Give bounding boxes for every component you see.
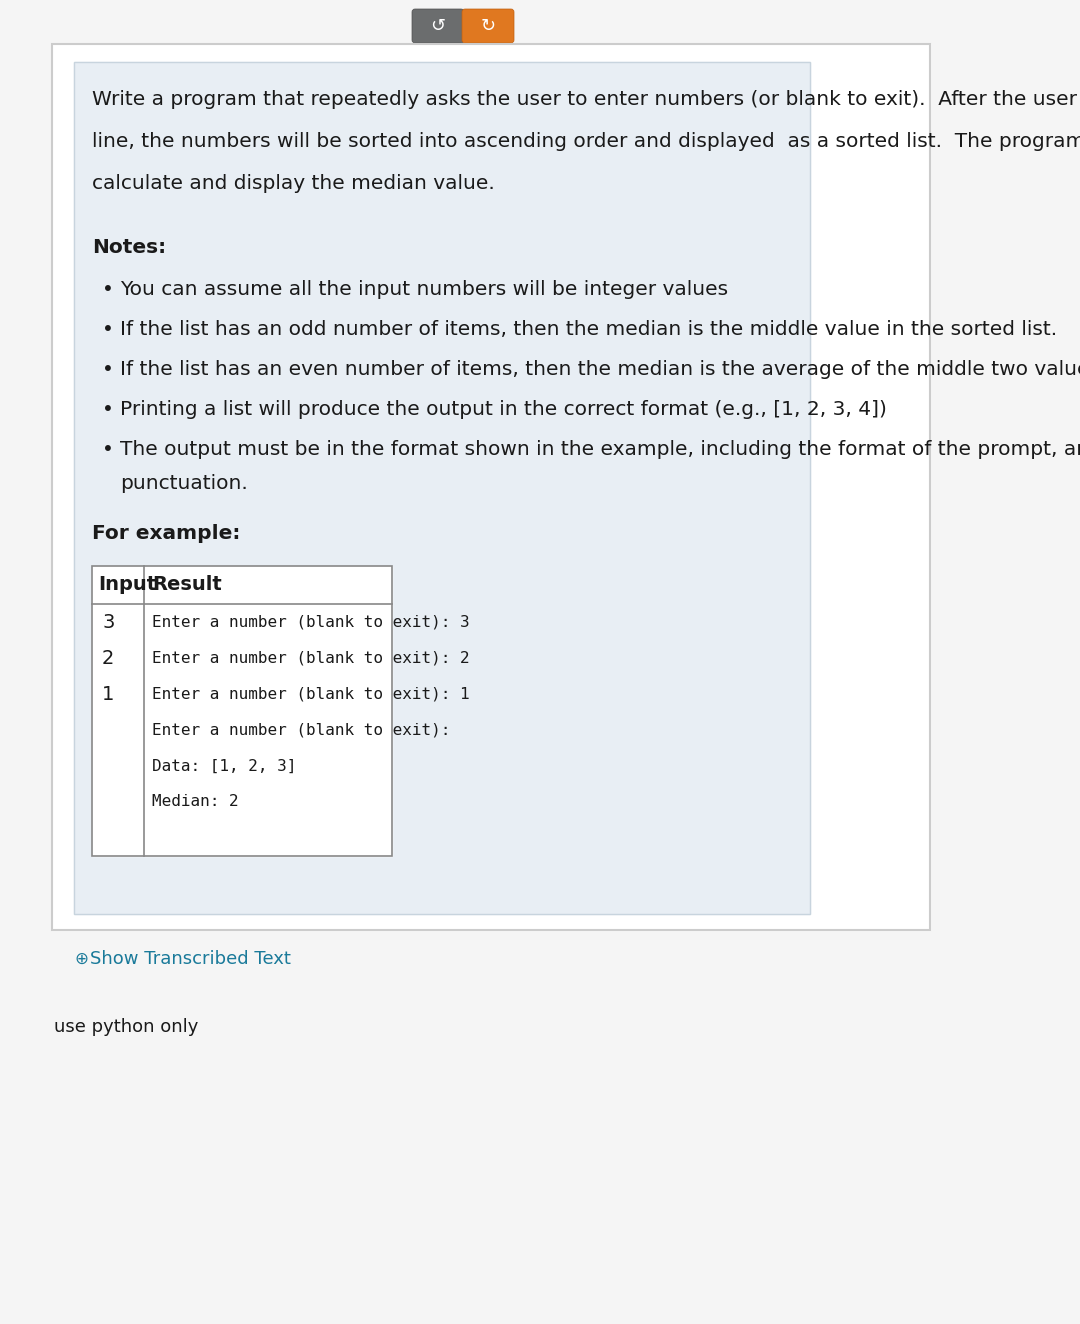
Text: •: • (102, 279, 113, 299)
Text: •: • (102, 400, 113, 418)
Text: If the list has an even number of items, then the median is the average of the m: If the list has an even number of items,… (120, 360, 1080, 379)
Text: Enter a number (blank to exit): 1: Enter a number (blank to exit): 1 (152, 687, 470, 702)
Bar (92, 565, 392, 857)
Text: •: • (102, 440, 113, 459)
Text: For example:: For example: (92, 524, 241, 543)
Text: line, the numbers will be sorted into ascending order and displayed  as a sorted: line, the numbers will be sorted into as… (92, 132, 1080, 151)
Bar (52, 44, 930, 929)
Text: ↺: ↺ (431, 17, 446, 34)
Bar (75, 62, 810, 914)
Text: ↻: ↻ (481, 17, 496, 34)
Text: Input: Input (98, 576, 157, 594)
Text: 2: 2 (102, 649, 114, 667)
Text: Enter a number (blank to exit): 3: Enter a number (blank to exit): 3 (152, 614, 470, 629)
Text: use python only: use python only (54, 1018, 199, 1035)
Text: Write a program that repeatedly asks the user to enter numbers (or blank to exit: Write a program that repeatedly asks the… (92, 90, 1080, 109)
Text: You can assume all the input numbers will be integer values: You can assume all the input numbers wil… (120, 279, 728, 299)
Text: Result: Result (152, 576, 221, 594)
Text: Printing a list will produce the output in the correct format (e.g., [1, 2, 3, 4: Printing a list will produce the output … (120, 400, 887, 418)
Text: •: • (102, 360, 113, 379)
Text: ⊕: ⊕ (75, 951, 87, 968)
Text: The output must be in the format shown in the example, including the format of t: The output must be in the format shown i… (120, 440, 1080, 459)
Text: Enter a number (blank to exit):: Enter a number (blank to exit): (152, 723, 450, 737)
Text: Data: [1, 2, 3]: Data: [1, 2, 3] (152, 759, 296, 773)
Bar (92, 565, 392, 857)
Text: Notes:: Notes: (92, 238, 166, 257)
Text: 1: 1 (102, 685, 114, 703)
Bar (52, 44, 930, 929)
Bar (75, 62, 810, 914)
Text: If the list has an odd number of items, then the median is the middle value in t: If the list has an odd number of items, … (120, 320, 1057, 339)
Text: punctuation.: punctuation. (120, 474, 247, 493)
FancyBboxPatch shape (411, 9, 464, 42)
Text: calculate and display the median value.: calculate and display the median value. (92, 173, 495, 193)
Text: 3: 3 (102, 613, 114, 632)
FancyBboxPatch shape (462, 9, 514, 42)
Text: Show Transcribed Text: Show Transcribed Text (90, 951, 291, 968)
Text: Enter a number (blank to exit): 2: Enter a number (blank to exit): 2 (152, 650, 470, 666)
Text: •: • (102, 320, 113, 339)
Text: Median: 2: Median: 2 (152, 794, 239, 809)
